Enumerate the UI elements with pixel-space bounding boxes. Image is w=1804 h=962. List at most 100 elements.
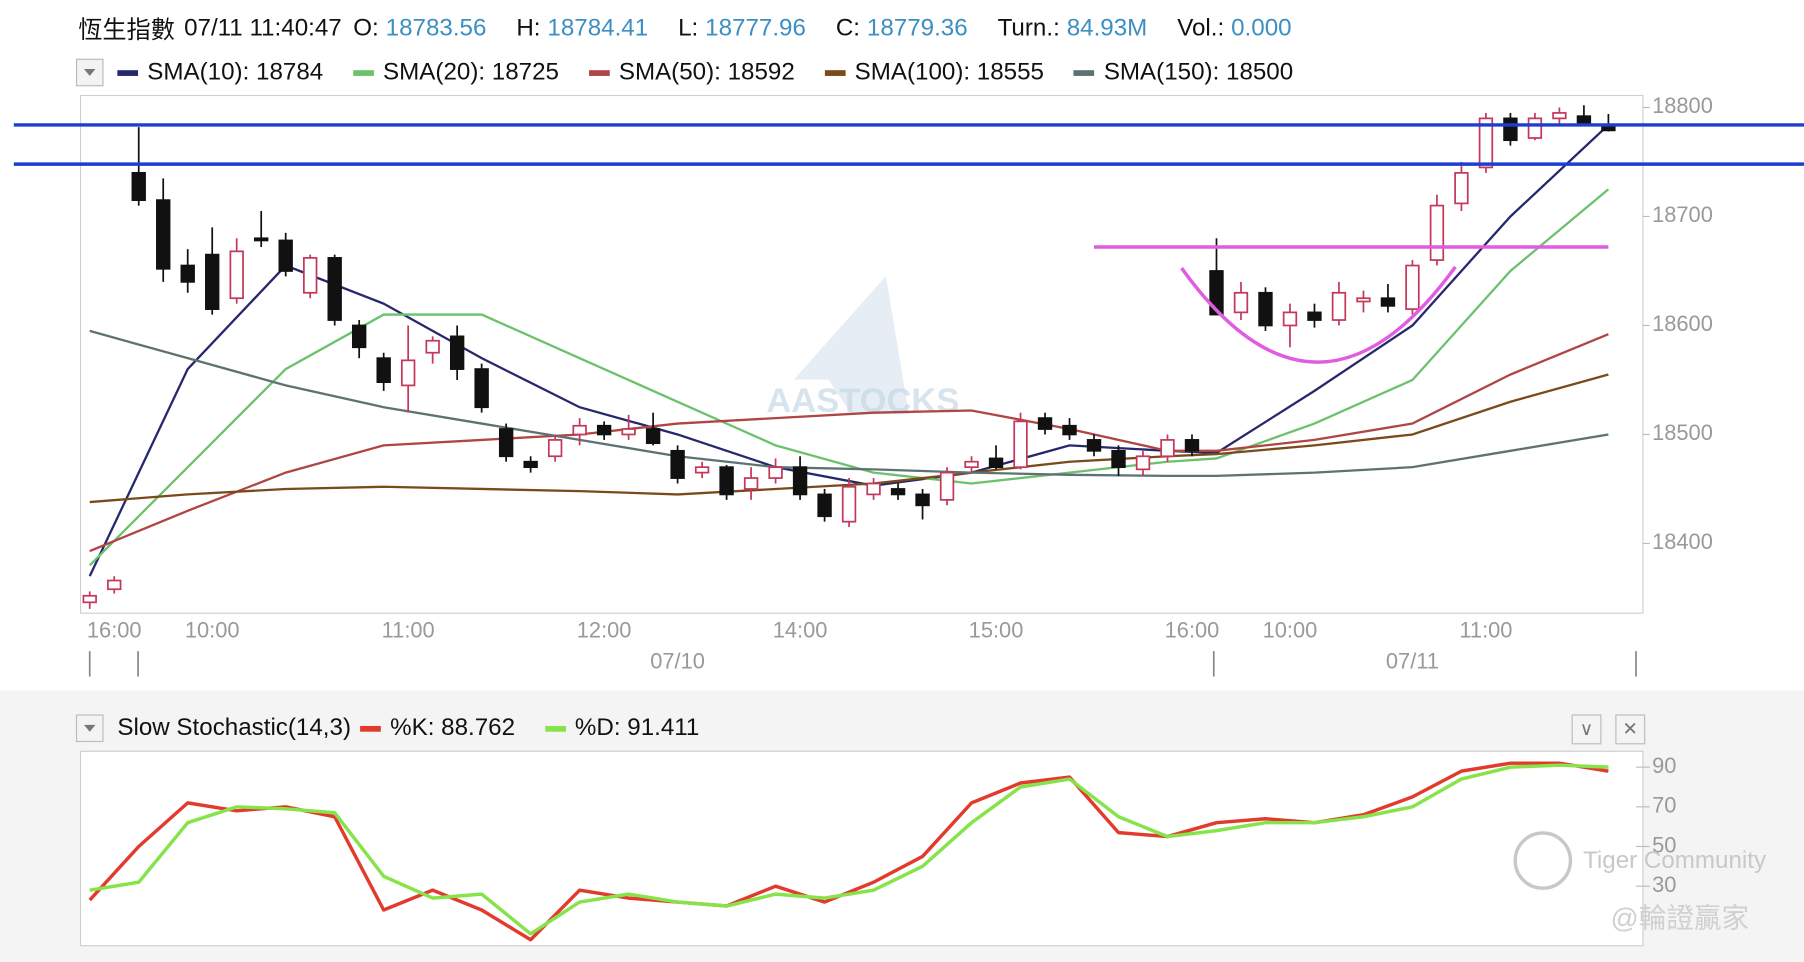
candle-body [596,424,612,436]
candle-body [254,237,269,242]
legend-value: 18784 [256,58,324,86]
candle-body [1086,439,1102,452]
y-tick-label: 50 [1652,832,1676,857]
legend-name: SMA(150) [1104,59,1226,87]
field-value: 18784.41 [547,14,649,42]
sma-legend: SMA(10)18784SMA(20)18725SMA(50)18592SMA(… [75,58,1323,87]
collapse-button[interactable]: ∨ [1571,714,1602,745]
y-tick-label: 90 [1652,753,1676,778]
dropdown[interactable] [75,58,104,87]
cup-annotation [1180,265,1457,364]
candle-body [768,466,783,479]
legend-item: SMA(20)18725 [353,59,559,87]
candle-body [645,428,661,445]
candle-body [1233,291,1249,314]
legend-name: %K [390,714,441,742]
candle-body [1429,204,1445,261]
candle-body [1331,291,1347,321]
candle-body [1307,311,1322,321]
candle-body [817,493,832,518]
candle-body [1503,117,1518,142]
y-tick-label: 18400 [1652,529,1713,554]
candle-body [351,324,367,349]
legend-swatch [544,725,566,732]
date-label: 07/10 [650,648,705,673]
legend-swatch [117,69,139,76]
sma-line [88,188,1610,567]
candle-body [1135,455,1151,471]
y-tick-label: 70 [1652,793,1676,818]
legend-swatch [353,69,374,76]
indicator-line [89,763,1609,936]
quote-field: O: 18783.56 [353,15,486,43]
stoch-plot: 30 50 70 90 [88,753,1676,942]
candle-body [743,477,759,490]
quote-field: C: 18779.36 [836,15,968,43]
candle-body [205,253,220,310]
candle-body [670,449,685,479]
quote-field: H: 18784.41 [516,15,648,43]
x-tick-label: 16:00 [87,617,142,642]
candle-body [866,482,881,496]
field-label: L: [678,14,699,42]
field-label: Vol.: [1177,14,1225,42]
candle-body [792,466,808,496]
candle-body [621,428,636,436]
candle-body [915,493,930,507]
field-label: H: [516,14,541,42]
field-label: O: [353,14,379,42]
field-value: 18777.96 [705,14,806,42]
legend-item: SMA(100)18555 [824,58,1044,87]
candle-body [547,439,563,458]
legend-item: SMA(150)18500 [1073,59,1293,87]
dropdown[interactable] [75,714,104,743]
indicator-title: Slow Stochastic(14,3) [117,714,352,741]
legend-swatch [360,725,381,732]
candle-body [82,594,97,604]
candle-body [376,357,391,384]
x-tick-label: 15:00 [969,617,1024,642]
main-plot: 18400 18500 18600 18700 18800 16:00 10:00 11:00… [13,93,1804,673]
candle-body [1062,424,1077,436]
candle-body [1037,417,1053,430]
legend-item: SMA(50)18592 [588,59,795,87]
candle-body [1478,117,1494,169]
candle-body [1552,112,1567,120]
candle-body [400,359,416,387]
candle-body [229,250,244,300]
y-tick-label: 18600 [1652,311,1713,336]
candle-body [498,428,514,458]
x-tick-label: 16:00 [1165,617,1220,642]
legend-name: SMA(10) [147,59,256,87]
candle-body [572,424,587,436]
legend-item: SMA(10)18784 [117,59,323,87]
legend-value: 88.762 [441,714,516,741]
quote-time: 07/11 11:40:47 [184,14,342,42]
x-tick-label: 12:00 [577,617,632,642]
field-value: 18779.36 [866,14,968,42]
close-button[interactable]: ✕ [1615,714,1646,745]
x-tick-label: 11:00 [1459,617,1512,642]
quote-header: 恆生指數 07/11 11:40:47 O: 18783.56 H: 18784.41… [78,12,1321,47]
candle-body [988,457,1004,469]
field-value: 0.000 [1231,14,1292,42]
y-tick-label: 18500 [1652,420,1713,445]
candle-body [425,339,440,354]
legend-name: SMA(50) [619,59,728,87]
candle-body [964,460,979,469]
legend-value: 18555 [976,58,1044,86]
candle-body [474,368,489,409]
candle-body [278,239,293,272]
y-tick-label: 18800 [1652,93,1713,118]
field-label: C: [835,14,860,42]
candle-body [890,488,906,496]
legend-name: SMA(100) [855,59,977,87]
date-label: 07/11 [1386,648,1439,673]
candle-body [1209,270,1224,316]
candle-body [939,471,955,501]
legend-name: %D [575,714,627,742]
candle-body [156,199,171,270]
candle-body [302,257,318,294]
x-tick-label: 14:00 [773,617,828,642]
